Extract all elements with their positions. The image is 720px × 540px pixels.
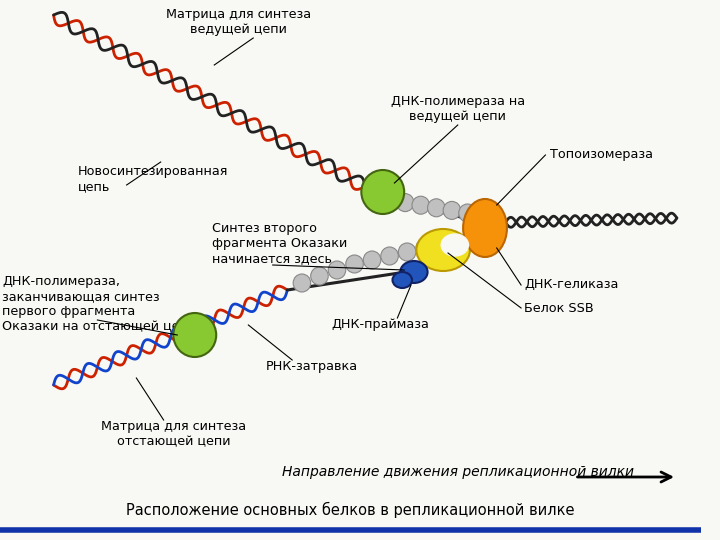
Circle shape: [398, 243, 416, 261]
Ellipse shape: [392, 272, 412, 288]
Circle shape: [293, 274, 311, 292]
Circle shape: [381, 247, 398, 265]
Text: ДНК-полимераза,
заканчивающая синтез
первого фрагмента
Оказаки на отстающей цепи: ДНК-полимераза, заканчивающая синтез пер…: [2, 275, 196, 333]
Circle shape: [174, 313, 216, 357]
Text: ДНК-полимераза на
ведущей цепи: ДНК-полимераза на ведущей цепи: [391, 95, 525, 123]
Text: Расположение основных белков в репликационной вилке: Расположение основных белков в репликаци…: [127, 502, 575, 518]
Circle shape: [311, 267, 328, 285]
Circle shape: [428, 199, 445, 217]
Text: ДНК-геликаза: ДНК-геликаза: [524, 278, 618, 291]
Text: Новосинтезированная
цепь: Новосинтезированная цепь: [78, 165, 228, 193]
Circle shape: [459, 204, 476, 222]
Ellipse shape: [463, 199, 507, 257]
Text: РНК-затравка: РНК-затравка: [266, 360, 358, 373]
Ellipse shape: [441, 234, 469, 256]
Text: Матрица для синтеза
отстающей цепи: Матрица для синтеза отстающей цепи: [101, 420, 246, 448]
Circle shape: [433, 235, 451, 253]
Circle shape: [443, 201, 461, 219]
Text: Синтез второго
фрагмента Оказаки
начинается здесь: Синтез второго фрагмента Оказаки начинае…: [212, 222, 348, 265]
Circle shape: [364, 251, 381, 269]
Circle shape: [397, 194, 414, 212]
Ellipse shape: [416, 229, 470, 271]
Circle shape: [381, 191, 398, 209]
Circle shape: [412, 196, 430, 214]
Circle shape: [361, 170, 404, 214]
Text: ДНК-праймаза: ДНК-праймаза: [331, 318, 429, 331]
Text: Топоизомераза: Топоизомераза: [550, 148, 653, 161]
Circle shape: [328, 261, 346, 279]
Text: Белок SSB: Белок SSB: [524, 302, 593, 315]
Text: Направление движения репликационной вилки: Направление движения репликационной вилк…: [282, 465, 634, 479]
Text: Матрица для синтеза
ведущей цепи: Матрица для синтеза ведущей цепи: [166, 8, 311, 36]
Ellipse shape: [400, 261, 428, 283]
Circle shape: [346, 255, 364, 273]
Circle shape: [416, 239, 433, 257]
